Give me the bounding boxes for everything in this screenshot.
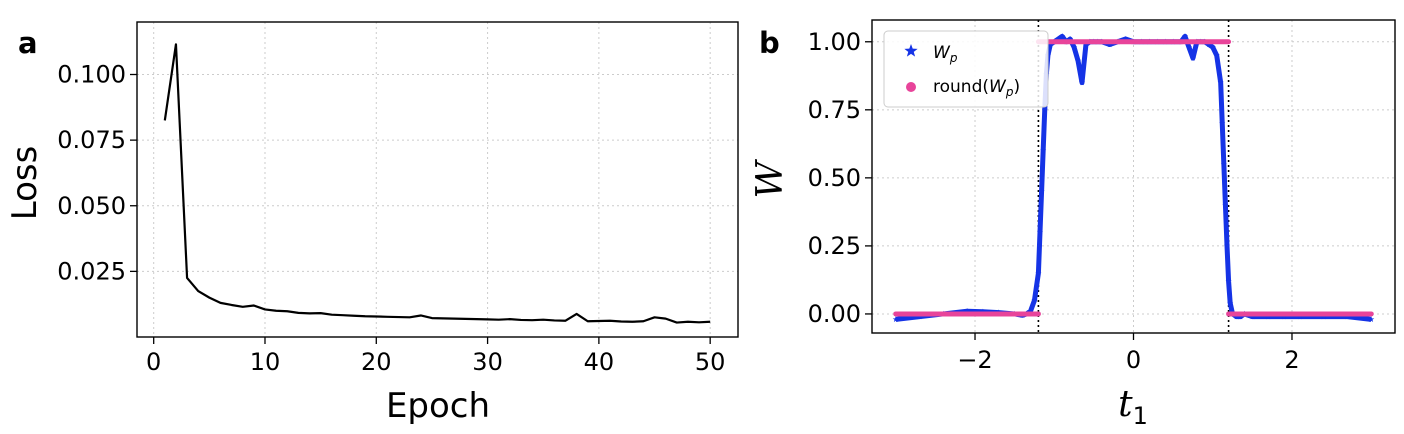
wp-point [1035, 269, 1042, 276]
loss-x-tick-label: 30 [472, 348, 503, 376]
wp-point [1027, 308, 1034, 314]
legend-round-close: ) [1013, 77, 1020, 97]
w-y-tick-label: 0.75 [808, 96, 861, 124]
wp-point [1031, 297, 1038, 303]
loss-y-tick-label: 0.050 [57, 192, 126, 220]
loss-plot-area [163, 43, 711, 324]
loss-x-tick-label: 10 [250, 348, 281, 376]
legend-round-marker [906, 82, 916, 92]
legend-wp-label: Wp [933, 43, 958, 65]
wp-point [892, 316, 899, 322]
legend-round-label: round(Wp) [933, 77, 1020, 99]
wp-point [1225, 278, 1232, 284]
wp-point [964, 308, 971, 314]
legend-round-sub: p [1005, 85, 1014, 99]
w-x-tick-label: 0 [1126, 346, 1141, 374]
loss-plot-frame [136, 21, 739, 338]
w-chart-panel: b −2 0 20.000.250.500.751.00 Wp round(Wp) … [750, 19, 1396, 430]
wp-point [1040, 147, 1047, 154]
wp-point [1041, 106, 1048, 113]
w-x-axis-title: t1 [1118, 384, 1148, 430]
loss-y-axis-title: Loss [5, 146, 45, 221]
legend-wp-sub: p [949, 51, 958, 65]
w-y-axis-title: W [750, 159, 791, 199]
w-x-axis-sub: 1 [1133, 402, 1148, 430]
w-x-tick-label: −2 [957, 346, 992, 374]
wp-point [1189, 54, 1196, 61]
w-axis-ticks: −2 0 2 0.00 0.25 0.50 0.75 1.00 [808, 28, 1300, 374]
wp-point [1059, 33, 1066, 39]
wp-point [1122, 35, 1129, 42]
loss-line [163, 43, 711, 324]
loss-x-axis-title: Epoch [386, 386, 490, 426]
legend-wp-main: W [933, 43, 951, 63]
loss-axis-ticks: 0 10 20 30 40 50 0.025 0.050 0.075 0.100 [57, 61, 725, 377]
loss-grid [137, 22, 738, 337]
loss-y-tick-label: 0.100 [57, 61, 126, 89]
loss-y-tick-label: 0.025 [57, 257, 126, 285]
legend-star-marker [904, 44, 918, 57]
wp-point [1067, 35, 1074, 42]
wp-point [1078, 79, 1086, 86]
w-legend: Wp round(Wp) [883, 30, 1049, 108]
loss-x-tick-label: 50 [695, 348, 726, 376]
wp-point [1213, 52, 1220, 58]
wp-point [1055, 35, 1062, 42]
wp-point [1217, 79, 1224, 86]
panel-label-a: a [18, 26, 38, 60]
wp-point [1222, 201, 1229, 208]
wp-point [1074, 57, 1082, 64]
wp-point [1185, 44, 1193, 50]
wp-point [1220, 161, 1227, 167]
w-y-tick-label: 0.25 [808, 232, 861, 260]
wp-point [1219, 120, 1226, 127]
w-x-tick-label: 2 [1284, 346, 1299, 374]
wp-point [1036, 229, 1044, 235]
w-y-tick-label: 1.00 [808, 28, 861, 56]
wp-point [1209, 44, 1216, 50]
wp-point [1368, 316, 1375, 322]
w-y-tick-label: 0.50 [808, 164, 861, 192]
wp-point [1223, 242, 1231, 249]
wp-point [1181, 33, 1189, 39]
wp-point [1071, 44, 1078, 50]
loss-y-tick-label: 0.075 [57, 126, 126, 154]
w-plot-frame [871, 19, 1396, 334]
legend-round-main: round( [933, 77, 989, 97]
loss-x-tick-label: 20 [361, 348, 392, 376]
legend-round-var: W [989, 77, 1007, 97]
loss-x-tick-label: 40 [584, 348, 615, 376]
loss-x-tick-label: 0 [146, 348, 161, 376]
w-y-tick-label: 0.00 [808, 300, 861, 328]
w-plot-area [892, 20, 1375, 333]
w-x-axis-main: t [1118, 384, 1133, 425]
panel-label-b: b [759, 26, 780, 60]
wp-point [1227, 299, 1234, 306]
legend-box [883, 30, 1049, 108]
wp-point [1038, 188, 1045, 195]
